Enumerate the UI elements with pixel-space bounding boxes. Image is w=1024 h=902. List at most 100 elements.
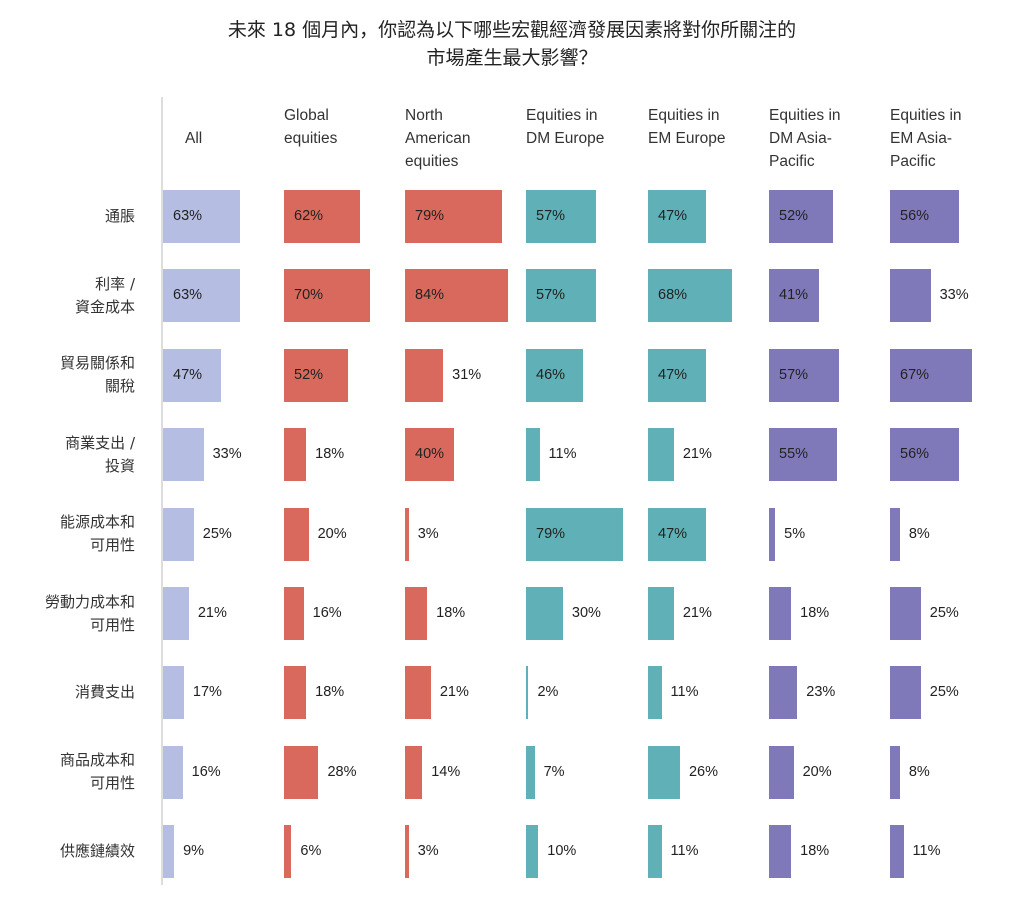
bar (163, 428, 204, 482)
bar (648, 587, 674, 640)
data-label: 31% (452, 366, 482, 383)
bar (769, 507, 776, 561)
data-label: 20% (802, 763, 832, 780)
data-label: 57% (536, 287, 566, 304)
data-label: 55% (779, 446, 809, 463)
bar (405, 348, 444, 402)
data-label: 63% (173, 287, 203, 304)
data-label: 11% (670, 684, 699, 701)
bar (526, 428, 540, 482)
data-label: 16% (312, 605, 342, 621)
bar (405, 428, 455, 482)
data-label: 21% (682, 446, 712, 463)
bar (163, 269, 241, 323)
data-label: 46% (536, 366, 566, 383)
bar (890, 269, 931, 323)
data-label: 79% (536, 525, 566, 542)
bar (284, 507, 309, 561)
category-label: 利率 / 資金成本 (74, 274, 135, 316)
bar (526, 190, 597, 243)
bar (284, 825, 292, 879)
data-label: 11% (548, 446, 577, 463)
data-label: 62% (294, 208, 324, 224)
data-label: 40% (415, 446, 445, 463)
data-label: 21% (682, 605, 712, 621)
data-label: 47% (173, 366, 203, 383)
data-label: 33% (212, 446, 242, 463)
data-label: 47% (658, 208, 688, 224)
data-label: 47% (658, 366, 688, 383)
data-label: 17% (192, 684, 222, 701)
bar (163, 666, 184, 720)
data-label: 18% (800, 605, 830, 621)
bar (890, 745, 900, 799)
data-label: 70% (294, 287, 324, 304)
bar (526, 745, 535, 799)
bar (405, 825, 409, 879)
bar (648, 348, 706, 402)
data-label: 14% (431, 763, 461, 780)
data-label: 18% (800, 843, 830, 860)
data-label: 21% (197, 605, 227, 621)
bar (769, 428, 837, 482)
data-label: 56% (900, 208, 930, 224)
chart-title-line-1: 未來 18 個月內，你認為以下哪些宏觀經濟發展因素將對你所關注的 (227, 19, 797, 41)
category-label: 商業支出 / 投資 (65, 433, 135, 475)
bar (163, 587, 189, 640)
category-label: 勞動力成本和 可用性 (44, 592, 135, 634)
data-label: 68% (658, 287, 688, 304)
data-label: 52% (294, 366, 324, 383)
data-label: 26% (688, 763, 718, 780)
data-label: 9% (183, 843, 205, 860)
data-label: 3% (417, 525, 439, 542)
data-label: 41% (779, 287, 809, 304)
bar (769, 745, 794, 799)
data-label: 18% (315, 446, 345, 463)
series-header: North American equities (405, 107, 471, 170)
bar (284, 428, 307, 482)
bar (526, 348, 583, 402)
bar (526, 825, 539, 879)
data-label: 25% (202, 525, 232, 542)
bar (526, 587, 563, 640)
bar (769, 348, 840, 402)
data-label: 21% (439, 684, 469, 701)
bar (648, 190, 706, 243)
bar (648, 269, 732, 323)
data-label: 25% (929, 605, 959, 621)
data-label: 25% (929, 684, 959, 701)
data-label: 57% (536, 208, 566, 224)
data-label: 7% (543, 763, 565, 780)
data-label: 8% (908, 763, 930, 780)
bar (284, 666, 307, 720)
data-label: 57% (779, 366, 809, 383)
data-label: 56% (900, 446, 930, 463)
bar (284, 190, 361, 243)
bar (890, 348, 973, 402)
series-header: Equities in EM Europe (648, 107, 726, 147)
bar (163, 348, 221, 402)
bar (405, 587, 428, 640)
bar (163, 825, 175, 879)
bar (769, 587, 792, 640)
series-header: Equities in EM Asia- Pacific (890, 107, 962, 170)
data-label: 67% (900, 366, 930, 383)
chart-title-line-2: 市場產生最大影響？ (426, 47, 598, 69)
data-label: 18% (436, 605, 466, 621)
data-label: 33% (939, 287, 969, 304)
category-label: 供應鏈績效 (59, 842, 135, 861)
data-label: 11% (912, 843, 941, 860)
bar (648, 825, 662, 879)
bar (526, 507, 624, 561)
bar (163, 745, 183, 799)
category-label: 消費支出 (74, 683, 135, 702)
data-label: 10% (547, 843, 577, 860)
data-label: 52% (779, 208, 809, 224)
bar (769, 666, 798, 720)
bar (405, 269, 509, 323)
data-label: 23% (806, 684, 836, 701)
data-label: 84% (415, 287, 445, 304)
series-header: Global equities (284, 107, 338, 147)
bar (648, 666, 662, 720)
category-label: 通脹 (104, 207, 135, 225)
